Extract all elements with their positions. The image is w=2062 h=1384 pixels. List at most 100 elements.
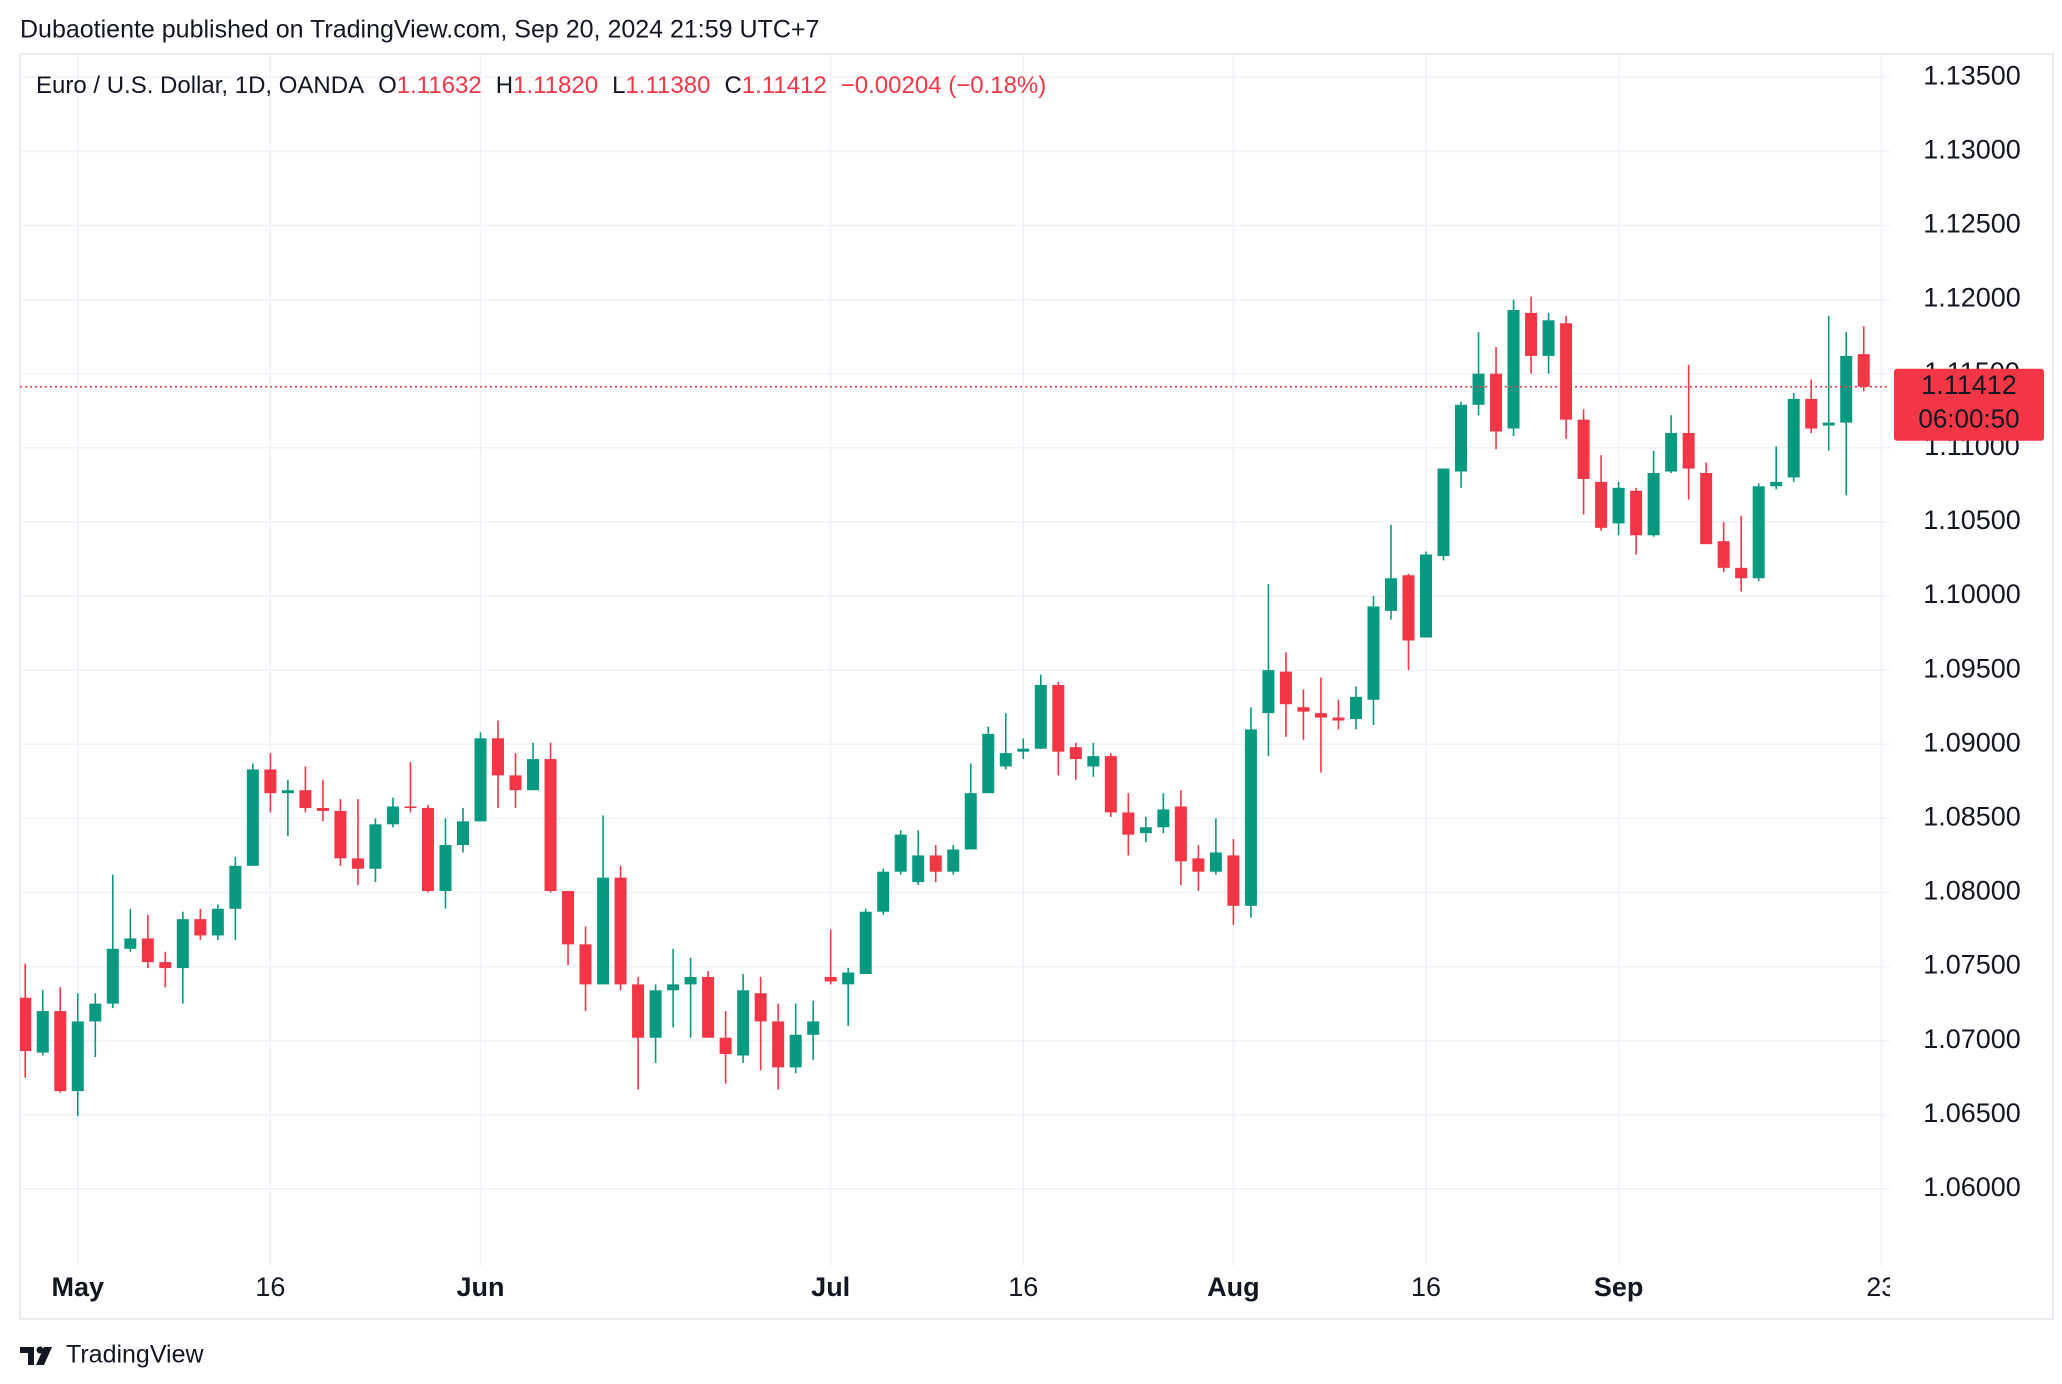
candle-body <box>71 1021 84 1092</box>
candle-body <box>754 993 767 1022</box>
x-tick-label: Jun <box>456 1272 504 1302</box>
countdown: 06:00:50 <box>1918 404 2019 434</box>
candle-body <box>842 972 855 985</box>
candle-body <box>1157 809 1170 828</box>
y-tick-label: 1.10500 <box>1923 505 2021 535</box>
logo-shape <box>20 1347 34 1365</box>
candle-body <box>229 865 242 909</box>
candle-body <box>737 990 750 1056</box>
legend-value: 1.11632 <box>397 72 482 99</box>
candle-body <box>89 1003 102 1022</box>
candle-body <box>1209 852 1222 872</box>
candle-body <box>877 871 890 912</box>
legend-key: L <box>612 72 625 99</box>
x-tick-label: Jul <box>811 1272 850 1302</box>
candle-body <box>1139 827 1152 834</box>
candle-body <box>1349 696 1362 720</box>
candle-body <box>1770 481 1783 487</box>
y-tick-label: 1.13000 <box>1923 134 2021 164</box>
candle-body <box>54 1011 67 1092</box>
candle-body <box>1069 747 1082 760</box>
y-tick-label: 1.13500 <box>1923 60 2021 90</box>
candle-body <box>859 911 872 974</box>
candle-body <box>544 759 557 891</box>
y-axis: 1.06000 1.06500 1.07000 1.07500 1.08000 1.085… <box>1923 60 2021 1202</box>
candle-body <box>894 834 907 872</box>
y-tick-label: 1.12000 <box>1923 283 2021 313</box>
candle-body <box>159 962 172 969</box>
candle-body <box>141 938 154 963</box>
candle-body <box>439 845 452 891</box>
y-tick-label: 1.09000 <box>1923 727 2021 757</box>
grid <box>20 55 1890 1266</box>
legend-key: C <box>724 72 741 99</box>
candle-body <box>509 775 522 791</box>
candle-body <box>421 807 434 891</box>
candle-body <box>1174 806 1187 862</box>
legend-key: O <box>378 72 397 99</box>
candle-body <box>1717 541 1730 568</box>
y-tick-label: 1.09500 <box>1923 653 2021 683</box>
candle-body <box>1787 398 1800 478</box>
candle-body <box>1122 812 1135 835</box>
legend-value: 1.11380 <box>625 72 710 99</box>
y-tick-label: 1.06000 <box>1923 1172 2021 1202</box>
candle-body <box>1384 578 1397 611</box>
x-tick-label: Aug <box>1207 1272 1259 1302</box>
logo-shape <box>36 1347 52 1365</box>
candle-body <box>772 1021 785 1068</box>
chart-frame <box>19 53 2054 1320</box>
candle-body <box>999 753 1012 767</box>
candle-body <box>1542 320 1555 356</box>
y-tick-label: 1.08000 <box>1923 876 2021 906</box>
legend-change: −0.00204 (−0.18%) <box>841 72 1047 99</box>
candle-body <box>667 984 680 991</box>
x-tick-label: 23 <box>1866 1272 1896 1302</box>
candle-body <box>1402 575 1415 641</box>
candle-body <box>947 849 960 872</box>
candle-body <box>1665 432 1678 472</box>
candle-body <box>106 948 119 1004</box>
candle-body <box>1279 671 1292 705</box>
candle-body <box>316 807 329 811</box>
candle-body <box>1262 670 1275 714</box>
candle-body <box>562 890 575 945</box>
candle-body <box>1647 472 1660 536</box>
x-tick-label: 16 <box>1008 1272 1038 1302</box>
candle-body <box>1525 312 1538 356</box>
candle-body <box>1560 323 1573 420</box>
x-axis: May 16 Jun Jul 16 Aug 16 Sep 23 <box>52 1272 1896 1302</box>
candle-body <box>912 855 925 883</box>
x-tick-label: 16 <box>255 1272 285 1302</box>
candle-body <box>1472 373 1485 405</box>
candle-body <box>1857 354 1870 387</box>
candle-body <box>456 821 469 846</box>
last-price-label: 1.11412 <box>1921 370 2017 400</box>
candle-body <box>246 769 259 866</box>
candle-body <box>824 976 837 982</box>
candle-body <box>527 759 540 791</box>
candle-body <box>1752 486 1765 579</box>
candle-body <box>1630 490 1643 536</box>
legend-value: 1.11820 <box>513 72 598 99</box>
candle-body <box>1577 419 1590 479</box>
x-tick-label: 16 <box>1411 1272 1441 1302</box>
last-price-badge <box>1894 368 2044 441</box>
candle-body <box>369 824 382 869</box>
legend-value: 1.11412 <box>742 72 827 99</box>
candle-body <box>404 806 417 809</box>
candle-body <box>36 1011 49 1053</box>
candle-body <box>649 990 662 1038</box>
candle-body <box>702 976 715 1038</box>
candle-body <box>1805 398 1818 429</box>
footer-logo: TradingView <box>20 1341 205 1369</box>
logo-dot <box>36 1346 44 1354</box>
candle-body <box>1017 748 1030 752</box>
candle-body <box>386 806 399 825</box>
publish-title: Dubaotiente published on TradingView.com… <box>20 16 819 44</box>
candle-body <box>597 877 610 985</box>
candle-body <box>1104 756 1117 813</box>
candle-body <box>1420 554 1433 638</box>
candle-body <box>211 908 224 936</box>
